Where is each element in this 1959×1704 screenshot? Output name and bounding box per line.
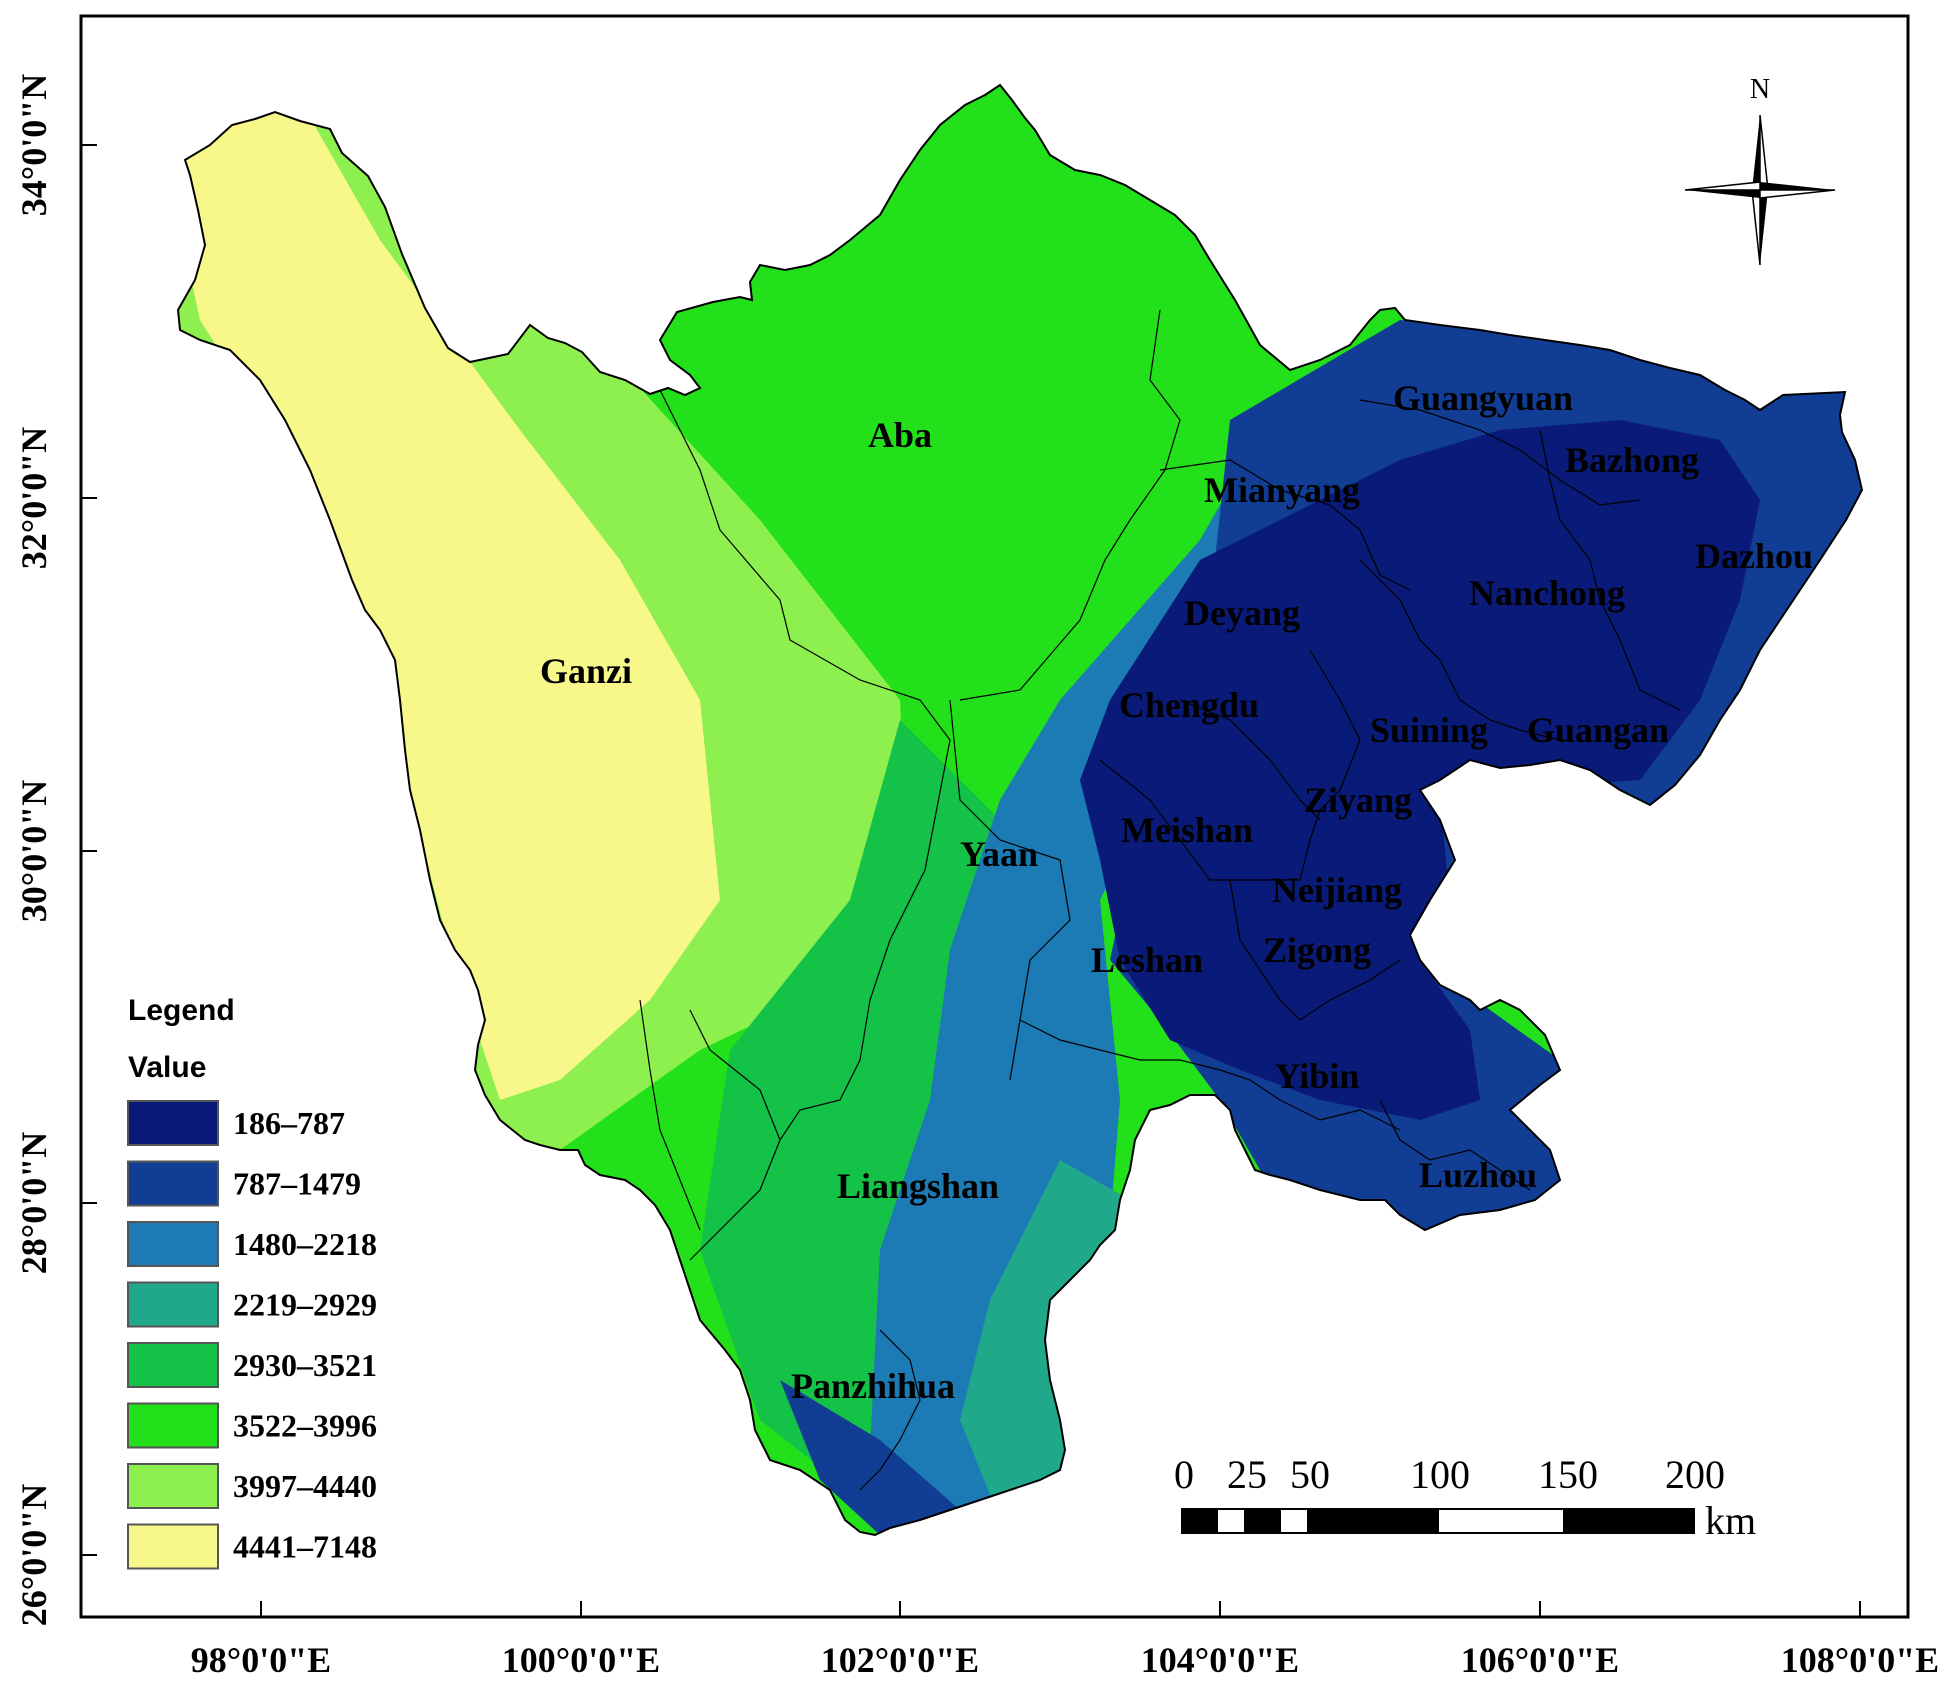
north-arrow: N xyxy=(1684,74,1836,266)
region-label-ziyang: Ziyang xyxy=(1304,780,1412,820)
legend-item-label: 2219–2929 xyxy=(233,1287,377,1323)
region-label-dazhou: Dazhou xyxy=(1695,536,1813,576)
longitude-ticks: 98°0'0"E 100°0'0"E 102°0'0"E 104°0'0"E 106°0… xyxy=(191,1601,1939,1680)
lat-tick-label: 32°0'0"N xyxy=(14,427,54,569)
scale-bar-seg-4 xyxy=(1279,1508,1309,1534)
region-label-guangan: Guangan xyxy=(1527,710,1669,750)
scale-label: 150 xyxy=(1538,1452,1598,1497)
legend-swatch xyxy=(127,1342,219,1388)
legend-item-label: 4441–7148 xyxy=(233,1529,377,1565)
legend-item-label: 787–1479 xyxy=(233,1166,361,1202)
scale-unit: km xyxy=(1705,1498,1756,1543)
legend-item-label: 186–787 xyxy=(233,1105,345,1141)
region-label-yibin: Yibin xyxy=(1275,1056,1360,1096)
region-label-chengdu: Chengdu xyxy=(1119,685,1259,725)
legend-title: Legend xyxy=(128,994,235,1027)
region-label-luzhou: Luzhou xyxy=(1419,1155,1537,1195)
legend-item-label: 3522–3996 xyxy=(233,1408,377,1444)
scale-label: 200 xyxy=(1665,1452,1725,1497)
lat-tick-label: 26°0'0"N xyxy=(14,1484,54,1626)
region-labels: Aba Ganzi Guangyuan Bazhong Mianyang Dazhou Na… xyxy=(540,378,1813,1406)
lat-tick-label: 28°0'0"N xyxy=(14,1132,54,1274)
legend-swatch xyxy=(127,1160,219,1207)
region-label-zigong: Zigong xyxy=(1263,930,1371,970)
region-label-meishan: Meishan xyxy=(1121,810,1253,850)
lat-tick-label: 30°0'0"N xyxy=(14,780,54,922)
region-label-guangyuan: Guangyuan xyxy=(1393,378,1573,418)
scale-label: 50 xyxy=(1290,1452,1330,1497)
scale-bar-seg-3 xyxy=(1245,1509,1280,1533)
legend-swatch xyxy=(127,1402,219,1449)
north-arrow-e-light xyxy=(1759,189,1836,199)
region-label-leshan: Leshan xyxy=(1091,940,1203,980)
lon-tick-label: 106°0'0"E xyxy=(1461,1640,1619,1680)
legend: Legend Value 186–787 787–1479 1480–2218 221… xyxy=(127,994,377,1570)
region-label-ganzi: Ganzi xyxy=(540,651,632,691)
north-arrow-n-dark xyxy=(1752,115,1760,190)
region-label-deyang: Deyang xyxy=(1184,593,1300,633)
north-label: N xyxy=(1750,74,1770,105)
region-label-suining: Suining xyxy=(1370,710,1488,750)
scale-bar-seg-6 xyxy=(1437,1508,1565,1534)
legend-item-label: 1480–2218 xyxy=(233,1226,377,1262)
lon-tick-label: 98°0'0"E xyxy=(191,1640,331,1680)
region-label-aba: Aba xyxy=(868,415,932,455)
region-label-mianyang: Mianyang xyxy=(1204,470,1360,510)
scale-bar-outline xyxy=(1181,1508,1695,1534)
scale-labels: 0 25 50 100 150 200 xyxy=(1174,1452,1725,1497)
region-label-nanchong: Nanchong xyxy=(1469,573,1625,613)
latitude-ticks: 34°0'0"N 32°0'0"N 30°0'0"N 28°0'0"N 26°0'0"N xyxy=(14,74,97,1626)
scale-label: 100 xyxy=(1410,1452,1470,1497)
scale-bar-seg-7 xyxy=(1564,1509,1694,1533)
legend-item-label: 3997–4440 xyxy=(233,1468,377,1504)
lon-tick-label: 104°0'0"E xyxy=(1141,1640,1299,1680)
north-arrow-w-dark xyxy=(1685,190,1760,198)
legend-swatch xyxy=(127,1221,219,1267)
region-label-panzhihua: Panzhihua xyxy=(791,1366,955,1406)
scale-bar-seg-2 xyxy=(1216,1508,1246,1534)
north-arrow-s-dark xyxy=(1760,190,1768,265)
region-label-yaan: Yaan xyxy=(960,834,1038,874)
lon-tick-label: 100°0'0"E xyxy=(502,1640,660,1680)
scale-bar-seg-5 xyxy=(1308,1509,1438,1533)
legend-swatch xyxy=(127,1523,219,1570)
legend-items: 186–787 787–1479 1480–2218 2219–2929 2930–35… xyxy=(127,1100,377,1570)
north-arrow-e-dark xyxy=(1760,182,1835,190)
region-label-liangshan: Liangshan xyxy=(837,1166,999,1206)
scale-bar: 0 25 50 100 150 200 km xyxy=(1174,1452,1756,1543)
region-label-neijiang: Neijiang xyxy=(1272,870,1402,910)
lat-tick-label: 34°0'0"N xyxy=(14,74,54,216)
lon-tick-label: 102°0'0"E xyxy=(821,1640,979,1680)
scale-label: 0 xyxy=(1174,1452,1194,1497)
legend-item-label: 2930–3521 xyxy=(233,1347,377,1383)
legend-swatch xyxy=(127,1100,219,1146)
legend-swatch xyxy=(127,1281,219,1328)
prefecture-boundaries xyxy=(639,309,1681,1491)
legend-subtitle: Value xyxy=(128,1051,206,1084)
legend-swatch xyxy=(127,1463,219,1509)
lon-tick-label: 108°0'0"E xyxy=(1781,1640,1939,1680)
region-label-bazhong: Bazhong xyxy=(1565,440,1699,480)
scale-bar-seg-1 xyxy=(1182,1509,1217,1533)
scale-label: 25 xyxy=(1227,1452,1267,1497)
